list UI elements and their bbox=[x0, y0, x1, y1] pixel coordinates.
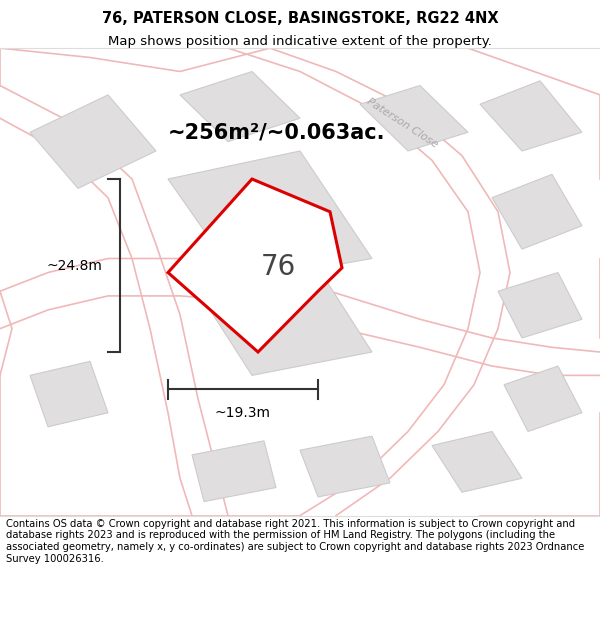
Text: ~24.8m: ~24.8m bbox=[46, 259, 102, 272]
Polygon shape bbox=[180, 71, 300, 142]
Polygon shape bbox=[432, 431, 522, 492]
Polygon shape bbox=[492, 174, 582, 249]
Polygon shape bbox=[30, 361, 108, 427]
Polygon shape bbox=[168, 151, 372, 282]
Text: 76: 76 bbox=[260, 253, 296, 281]
Text: Map shows position and indicative extent of the property.: Map shows position and indicative extent… bbox=[108, 34, 492, 48]
Text: 76, PATERSON CLOSE, BASINGSTOKE, RG22 4NX: 76, PATERSON CLOSE, BASINGSTOKE, RG22 4N… bbox=[101, 11, 499, 26]
Polygon shape bbox=[300, 436, 390, 497]
Polygon shape bbox=[498, 272, 582, 338]
Polygon shape bbox=[192, 441, 276, 502]
Polygon shape bbox=[360, 86, 468, 151]
Polygon shape bbox=[168, 179, 342, 352]
Polygon shape bbox=[480, 81, 582, 151]
Polygon shape bbox=[504, 366, 582, 431]
Text: ~19.3m: ~19.3m bbox=[215, 406, 271, 420]
Text: Contains OS data © Crown copyright and database right 2021. This information is : Contains OS data © Crown copyright and d… bbox=[6, 519, 584, 564]
Polygon shape bbox=[30, 95, 156, 188]
Text: ~256m²/~0.063ac.: ~256m²/~0.063ac. bbox=[167, 122, 385, 142]
Text: Paterson Close: Paterson Close bbox=[365, 96, 439, 149]
Polygon shape bbox=[192, 259, 372, 376]
